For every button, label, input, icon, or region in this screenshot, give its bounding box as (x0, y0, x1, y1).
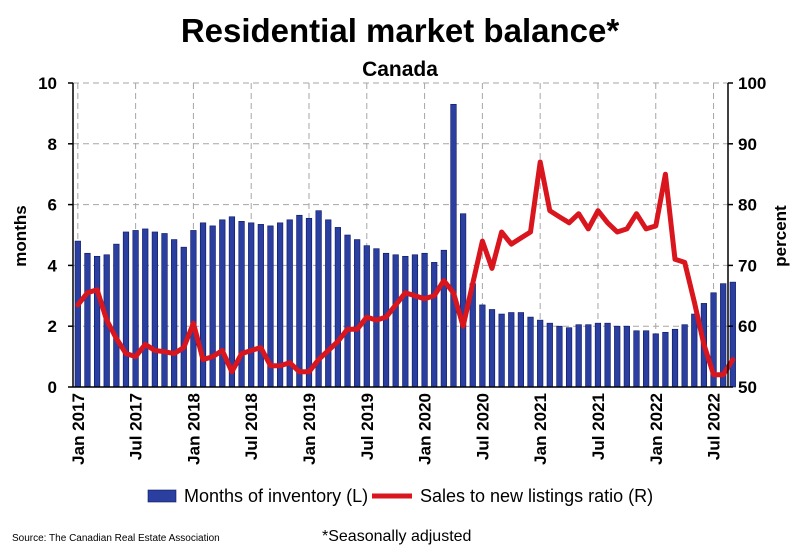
chart-subtitle: Canada (362, 58, 438, 81)
ratio-line-layer (75, 159, 736, 378)
x-tick-label: Jan 2019 (300, 393, 319, 465)
inventory-bar (440, 249, 447, 388)
inventory-bar (305, 217, 313, 388)
legend-bar-label: Months of inventory (L) (184, 486, 368, 506)
inventory-bar (643, 330, 650, 388)
footnote: *Seasonally adjusted (322, 528, 471, 545)
inventory-bar (257, 224, 264, 388)
right-tick-label: 60 (738, 317, 757, 336)
source-note: Source: The Canadian Real Estate Associa… (12, 533, 220, 544)
inventory-bar (402, 255, 409, 388)
inventory-bar (594, 322, 602, 388)
right-tick-label: 90 (738, 135, 757, 154)
inventory-bar (209, 225, 216, 388)
inventory-bar (575, 324, 582, 388)
inventory-bar (488, 309, 496, 388)
left-tick-label: 10 (38, 74, 57, 93)
inventory-bar (122, 231, 130, 388)
x-tick-label: Jan 2021 (531, 393, 550, 465)
inventory-bar (344, 234, 351, 388)
legend-line-label: Sales to new listings ratio (R) (420, 486, 653, 506)
x-tick-label: Jul 2020 (473, 393, 492, 460)
inventory-bar (508, 312, 515, 388)
inventory-bar (325, 219, 332, 388)
inventory-bar (74, 240, 81, 388)
inventory-bar (671, 328, 679, 388)
inventory-bar (614, 325, 621, 388)
inventory-bar (691, 313, 698, 388)
inventory-bar (623, 325, 630, 388)
left-tick-label: 6 (48, 196, 57, 215)
inventory-bar (604, 322, 611, 388)
inventory-bar (296, 214, 303, 388)
left-axis-label: months (11, 205, 30, 266)
inventory-bar (277, 222, 284, 388)
x-tick-label: Jul 2018 (242, 393, 261, 460)
inventory-bar (498, 313, 505, 388)
inventory-bar (565, 327, 573, 388)
x-tick-label: Jan 2022 (647, 393, 666, 465)
inventory-bar (633, 330, 640, 388)
inventory-bar (411, 254, 419, 388)
chart-title: Residential market balance* (181, 12, 620, 49)
inventory-bar (450, 103, 457, 388)
inventory-bar (729, 281, 736, 388)
inventory-bar (527, 316, 534, 388)
inventory-bar (142, 228, 149, 388)
inventory-bar (537, 319, 544, 388)
inventory-bar (334, 227, 341, 388)
right-tick-label: 100 (738, 74, 766, 93)
x-tick-label: Jul 2019 (358, 393, 377, 460)
inventory-bar (681, 324, 688, 388)
x-tick-label: Jan 2020 (416, 393, 435, 465)
x-tick-label: Jul 2021 (589, 393, 608, 460)
inventory-bar (421, 252, 428, 388)
tick-labels: 0 2 4 6 8 10 50 60 70 80 90 100 Jan 2017 Jul 2017 Jan … (38, 74, 766, 465)
left-tick-label: 4 (48, 256, 58, 275)
inventory-bar (431, 262, 438, 388)
inventory-bar (161, 233, 168, 388)
inventory-bar (113, 243, 120, 388)
inventory-bar (190, 230, 197, 388)
inventory-bar (517, 312, 524, 388)
x-tick-label: Jul 2017 (127, 393, 146, 460)
inventory-bars (74, 103, 736, 388)
inventory-bar (354, 239, 361, 388)
left-tick-label: 8 (48, 135, 57, 154)
right-tick-label: 80 (738, 196, 757, 215)
left-tick-label: 2 (48, 317, 57, 336)
inventory-bar (199, 222, 207, 388)
inventory-bar (151, 231, 158, 388)
inventory-bar (248, 222, 255, 388)
x-tick-label: Jul 2022 (705, 393, 724, 460)
inventory-bar (460, 213, 467, 388)
inventory-bar (479, 304, 486, 388)
inventory-bar (546, 322, 553, 388)
inventory-bar (84, 252, 91, 388)
left-tick-label: 0 (48, 378, 57, 397)
right-tick-label: 50 (738, 378, 757, 397)
inventory-bar (585, 324, 592, 388)
inventory-bar (171, 239, 178, 388)
inventory-bar (556, 325, 563, 388)
inventory-bar (392, 254, 399, 388)
legend: Months of inventory (L) Sales to new lis… (147, 486, 653, 506)
inventory-bar (180, 246, 187, 388)
legend-bar-swatch (147, 489, 177, 503)
inventory-bar (93, 255, 101, 388)
x-tick-label: Jan 2017 (69, 393, 88, 465)
right-axis-label: percent (771, 205, 790, 267)
x-tick-label: Jan 2018 (184, 393, 203, 465)
inventory-bar (652, 333, 659, 388)
inventory-bar (219, 219, 226, 388)
right-tick-label: 70 (738, 256, 757, 275)
sales-to-new-listings-line (75, 159, 736, 378)
axes (68, 82, 733, 388)
inventory-bar (662, 331, 669, 388)
inventory-bar (132, 230, 139, 388)
